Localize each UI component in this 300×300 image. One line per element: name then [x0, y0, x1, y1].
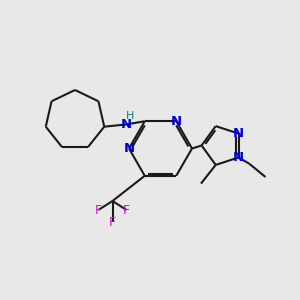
Text: N: N: [233, 151, 244, 164]
Text: N: N: [120, 118, 132, 131]
Text: H: H: [125, 111, 134, 121]
Text: N: N: [233, 127, 244, 140]
Text: F: F: [109, 215, 116, 229]
Text: N: N: [123, 142, 135, 155]
Text: F: F: [123, 203, 130, 217]
Text: F: F: [95, 203, 102, 217]
Text: N: N: [171, 115, 182, 128]
